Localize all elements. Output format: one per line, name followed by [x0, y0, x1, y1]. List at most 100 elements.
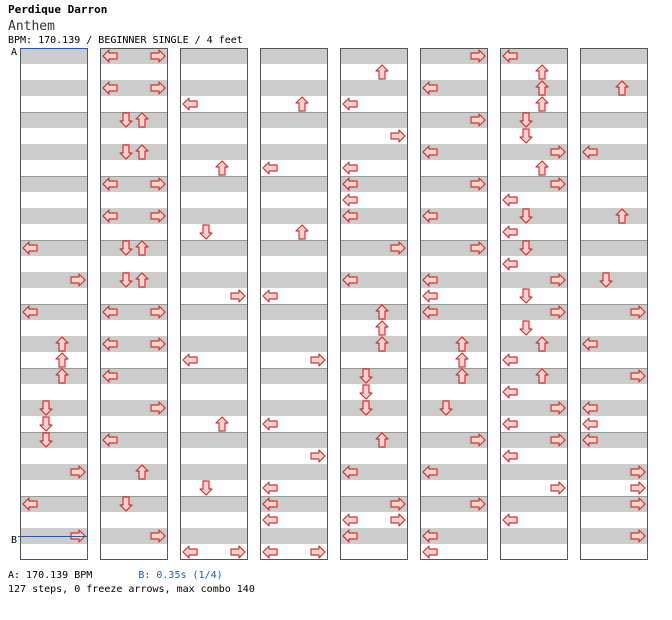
column-border: [340, 48, 408, 560]
footer-markers: A: 170.139 BPM B: 0.35s (1/4): [8, 570, 223, 581]
step-arrow-up-icon: [375, 336, 389, 352]
step-arrow-down-icon: [359, 368, 373, 384]
step-arrow-left-icon: [262, 417, 278, 431]
column-border: [180, 48, 248, 560]
step-arrow-right-icon: [150, 49, 166, 63]
step-arrow-left-icon: [422, 145, 438, 159]
beat-stripe: [180, 112, 248, 128]
step-arrow-left-icon: [342, 465, 358, 479]
beat-stripe: [100, 112, 168, 128]
step-arrow-left-icon: [102, 433, 118, 447]
beat-stripe: [340, 208, 408, 224]
step-arrow-right-icon: [70, 465, 86, 479]
step-arrow-left-icon: [422, 305, 438, 319]
step-arrow-down-icon: [119, 112, 133, 128]
beat-stripe: [180, 176, 248, 192]
step-arrow-up-icon: [535, 64, 549, 80]
beat-stripe: [20, 432, 88, 448]
beat-stripe: [420, 368, 488, 384]
beat-stripe: [420, 496, 488, 512]
beat-stripe: [20, 240, 88, 256]
beat-stripe: [260, 528, 328, 544]
step-arrow-up-icon: [455, 336, 469, 352]
beat-stripe: [100, 240, 168, 256]
beat-stripe: [500, 336, 568, 352]
column-border: [100, 48, 168, 560]
beat-stripe: [580, 432, 648, 448]
beat-stripe: [260, 208, 328, 224]
beat-stripe: [420, 176, 488, 192]
step-arrow-left-icon: [182, 545, 198, 559]
step-arrow-right-icon: [470, 433, 486, 447]
beat-stripe: [580, 80, 648, 96]
step-arrow-left-icon: [342, 273, 358, 287]
beat-stripe: [500, 112, 568, 128]
beat-stripe: [420, 80, 488, 96]
beat-stripe: [420, 112, 488, 128]
step-arrow-right-icon: [550, 145, 566, 159]
step-arrow-right-icon: [150, 529, 166, 543]
step-arrow-left-icon: [502, 385, 518, 399]
beat-stripe: [580, 496, 648, 512]
beat-stripe: [580, 112, 648, 128]
beat-stripe: [260, 176, 328, 192]
step-arrow-right-icon: [550, 433, 566, 447]
step-arrow-up-icon: [615, 80, 629, 96]
step-arrow-left-icon: [422, 81, 438, 95]
beat-stripe: [180, 432, 248, 448]
beat-stripe: [500, 208, 568, 224]
beat-stripe: [420, 272, 488, 288]
chart-column: [180, 48, 248, 560]
beat-stripe: [420, 464, 488, 480]
step-arrow-left-icon: [342, 209, 358, 223]
beat-stripe: [580, 176, 648, 192]
beat-stripe: [580, 240, 648, 256]
step-arrow-up-icon: [215, 160, 229, 176]
step-arrow-down-icon: [519, 112, 533, 128]
beat-stripe: [20, 464, 88, 480]
step-arrow-down-icon: [39, 400, 53, 416]
step-arrow-left-icon: [102, 177, 118, 191]
beat-stripe: [420, 48, 488, 64]
beat-stripe: [100, 304, 168, 320]
step-arrow-up-icon: [135, 240, 149, 256]
footer-a-label: A: 170.139 BPM: [8, 570, 93, 581]
step-arrow-right-icon: [550, 401, 566, 415]
step-arrow-up-icon: [215, 416, 229, 432]
step-arrow-down-icon: [119, 272, 133, 288]
step-arrow-left-icon: [342, 177, 358, 191]
step-arrow-up-icon: [135, 272, 149, 288]
beat-stripe: [180, 368, 248, 384]
step-arrow-left-icon: [422, 529, 438, 543]
step-arrow-left-icon: [102, 81, 118, 95]
beat-stripe: [260, 80, 328, 96]
beat-stripe: [580, 528, 648, 544]
step-arrow-right-icon: [230, 289, 246, 303]
beat-stripe: [580, 368, 648, 384]
step-arrow-left-icon: [102, 369, 118, 383]
step-arrow-left-icon: [502, 417, 518, 431]
beat-stripe: [100, 272, 168, 288]
chart-column: [500, 48, 568, 560]
beat-stripe: [20, 80, 88, 96]
beat-stripe: [420, 528, 488, 544]
beat-stripe: [340, 240, 408, 256]
beat-stripe: [180, 496, 248, 512]
step-arrow-down-icon: [119, 496, 133, 512]
beat-stripe: [580, 272, 648, 288]
beat-stripe: [580, 304, 648, 320]
beat-stripe: [420, 208, 488, 224]
step-arrow-down-icon: [39, 432, 53, 448]
step-arrow-right-icon: [470, 177, 486, 191]
beat-stripe: [100, 464, 168, 480]
step-arrow-down-icon: [519, 208, 533, 224]
beat-stripe: [20, 400, 88, 416]
beat-stripe: [580, 464, 648, 480]
step-arrow-right-icon: [550, 273, 566, 287]
step-arrow-up-icon: [535, 336, 549, 352]
beat-stripe: [20, 368, 88, 384]
column-border: [260, 48, 328, 560]
beat-stripe: [500, 464, 568, 480]
step-arrow-left-icon: [502, 513, 518, 527]
step-arrow-left-icon: [342, 161, 358, 175]
